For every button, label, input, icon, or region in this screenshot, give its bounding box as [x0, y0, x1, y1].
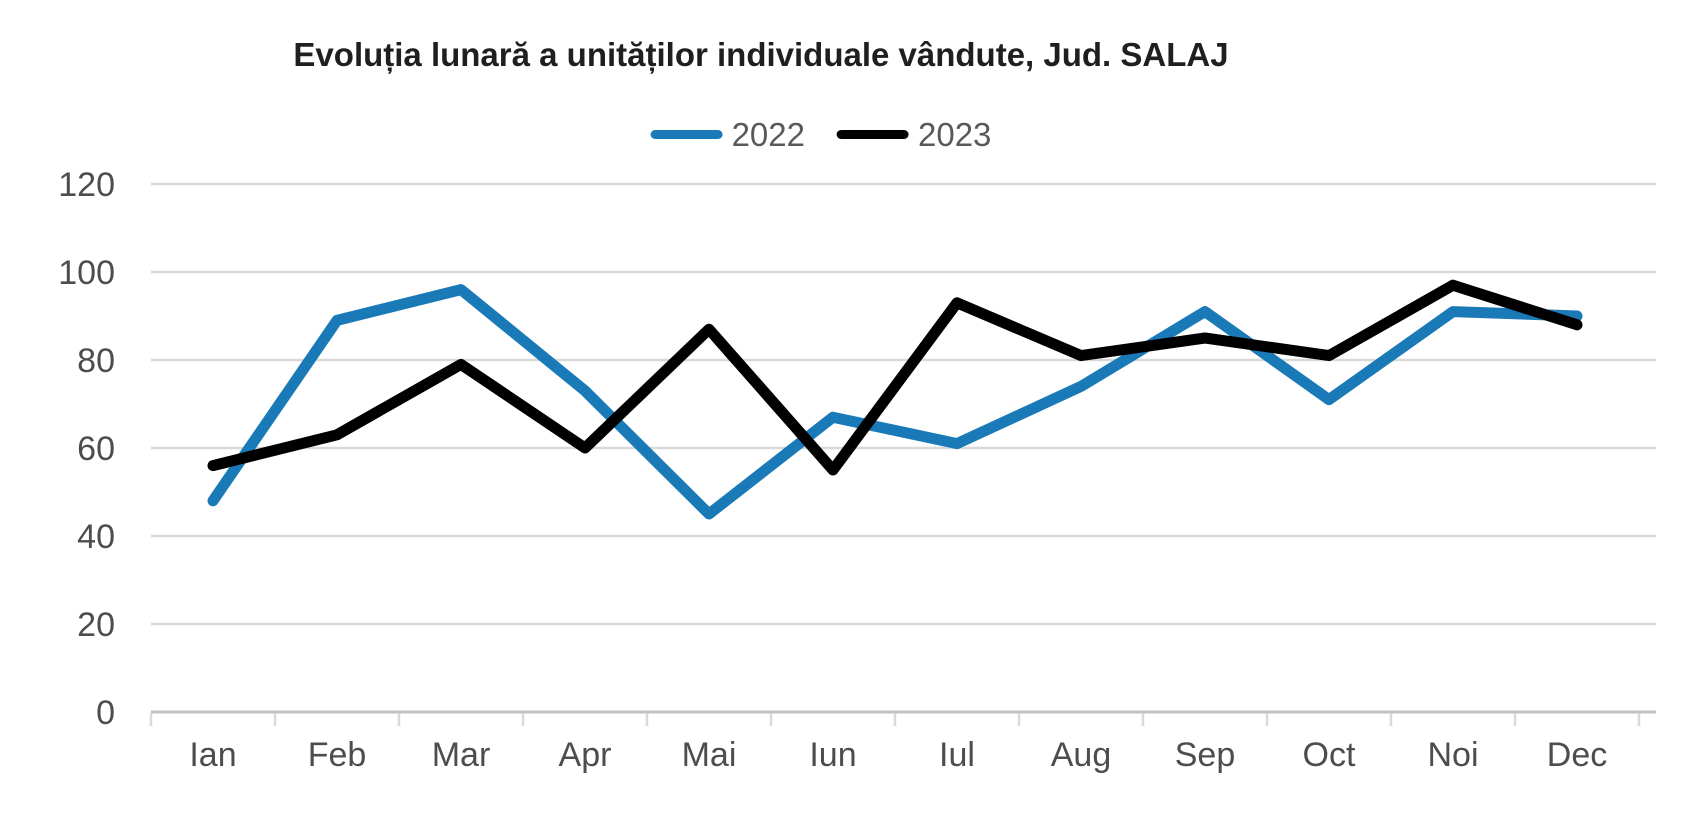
x-tick-label-Feb: Feb: [308, 736, 367, 774]
x-tick-label-Oct: Oct: [1303, 736, 1356, 774]
x-tick-label-Dec: Dec: [1547, 736, 1607, 774]
y-tick-label-80: 80: [77, 342, 115, 380]
legend-label-2023: 2023: [918, 116, 992, 153]
series-line-2023: [207, 279, 1583, 476]
chart-title: Evoluția lunară a unităților individuale…: [293, 36, 1229, 73]
x-tick-label-Apr: Apr: [559, 736, 612, 774]
x-tick-label-Noi: Noi: [1427, 736, 1478, 774]
legend-swatch-2023-icon: [837, 130, 909, 139]
x-tick-label-Mar: Mar: [432, 736, 491, 774]
y-tick-label-20: 20: [77, 606, 115, 644]
y-tick-label-60: 60: [77, 430, 115, 468]
legend-swatch-2022-icon: [650, 130, 723, 139]
x-tick-label-Iun: Iun: [809, 736, 856, 774]
y-tick-label-0: 0: [96, 694, 115, 732]
series-line-2022: [207, 284, 1583, 520]
y-tick-label-100: 100: [58, 254, 115, 292]
x-tick-label-Sep: Sep: [1175, 736, 1236, 774]
legend-item-2022: 2022: [650, 116, 805, 153]
x-tick-label-Mai: Mai: [682, 736, 737, 774]
y-tick-label-120: 120: [58, 166, 115, 204]
legend-label-2022: 2022: [731, 116, 805, 153]
x-tick-label-Aug: Aug: [1051, 736, 1112, 774]
legend: 2022 2023: [650, 116, 991, 153]
legend-item-2023: 2023: [837, 118, 991, 151]
x-tick-label-Ian: Ian: [189, 736, 236, 774]
x-tick-label-Iul: Iul: [939, 736, 975, 774]
y-tick-label-40: 40: [77, 518, 115, 556]
